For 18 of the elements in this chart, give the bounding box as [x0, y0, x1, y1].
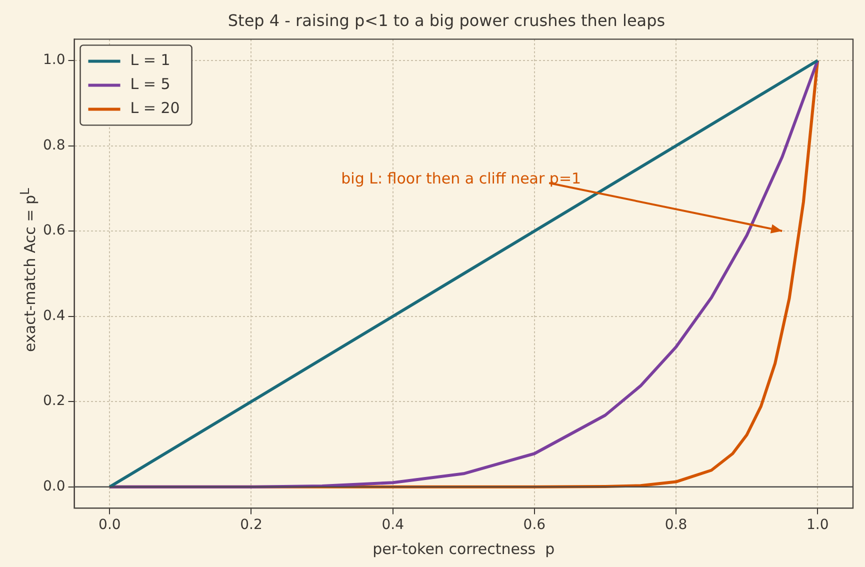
legend-label: L = 1: [130, 51, 170, 70]
y-tick-label: 0.0: [43, 478, 66, 495]
x-tick-label: 0.2: [240, 517, 262, 534]
x-tick-label: 0.6: [523, 517, 546, 534]
x-tick-label: 0.8: [664, 517, 688, 534]
y-tick-label: 1.0: [43, 52, 66, 68]
y-tick-label: 0.4: [43, 308, 66, 324]
legend-label: L = 5: [130, 75, 170, 94]
y-tick-label: 0.6: [43, 222, 66, 239]
x-tick-label: 1.0: [806, 517, 829, 534]
y-tick-label: 0.2: [43, 393, 66, 410]
x-tick-label: 0.4: [382, 517, 404, 534]
annotation: big L: floor then a cliff near p=1: [341, 169, 582, 188]
x-axis-title: per-token correctness p: [372, 540, 555, 558]
legend-label: L = 20: [130, 99, 180, 118]
chart-title: Step 4 - raising p<1 to a big power crushes then leaps: [228, 10, 666, 30]
x-tick-label: 0.0: [98, 517, 121, 534]
y-tick-label: 0.8: [43, 137, 66, 154]
